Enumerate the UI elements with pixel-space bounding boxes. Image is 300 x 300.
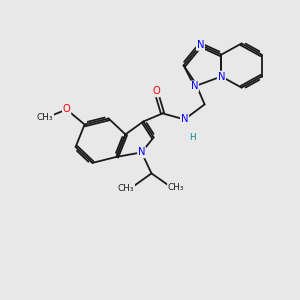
- Text: N: N: [181, 114, 188, 124]
- Text: O: O: [152, 86, 160, 97]
- Text: H: H: [189, 133, 196, 142]
- Text: N: N: [197, 40, 204, 50]
- Text: O: O: [63, 104, 70, 115]
- Text: CH₃: CH₃: [118, 184, 134, 193]
- Text: CH₃: CH₃: [37, 113, 53, 122]
- Text: N: N: [191, 81, 198, 92]
- Text: N: N: [138, 147, 145, 158]
- Text: CH₃: CH₃: [168, 183, 184, 192]
- Text: N: N: [218, 71, 225, 82]
